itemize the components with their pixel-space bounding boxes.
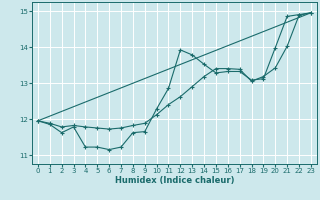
X-axis label: Humidex (Indice chaleur): Humidex (Indice chaleur) — [115, 176, 234, 185]
